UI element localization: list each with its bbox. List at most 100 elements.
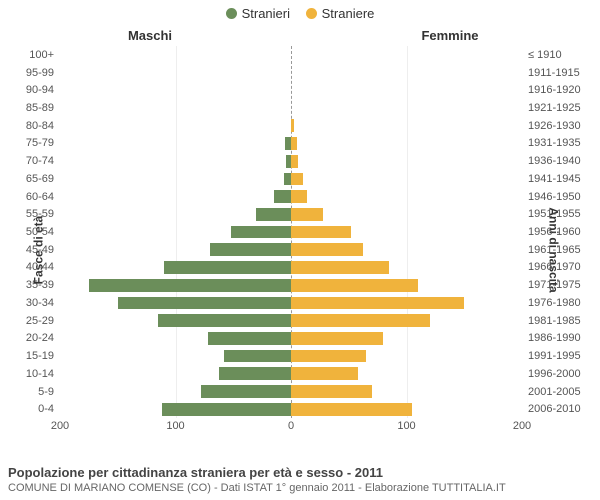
pyramid-row: 30-341976-1980 — [60, 294, 522, 312]
population-pyramid-chart: Stranieri Straniere Maschi Femmine Fasce… — [0, 0, 600, 500]
caption-title: Popolazione per cittadinanza straniera p… — [8, 465, 592, 480]
legend: Stranieri Straniere — [0, 0, 600, 22]
bar-male — [208, 332, 291, 345]
pyramid-row: 40-441966-1970 — [60, 259, 522, 277]
pyramid-row: 10-141996-2000 — [60, 365, 522, 383]
birth-year-label: 1971-1975 — [522, 279, 581, 291]
caption: Popolazione per cittadinanza straniera p… — [8, 465, 592, 494]
birth-year-label: 1911-1915 — [522, 67, 580, 79]
legend-item-male: Stranieri — [226, 6, 290, 21]
age-label: 80-84 — [26, 120, 60, 132]
pyramid-row: 15-191991-1995 — [60, 347, 522, 365]
pyramid-row: 60-641946-1950 — [60, 188, 522, 206]
age-label: 75-79 — [26, 137, 60, 149]
bar-female — [291, 332, 383, 345]
bar-female — [291, 297, 464, 310]
age-label: 60-64 — [26, 191, 60, 203]
pyramid-row: 45-491961-1965 — [60, 241, 522, 259]
pyramid-row: 65-691941-1945 — [60, 170, 522, 188]
bar-male — [164, 261, 291, 274]
age-label: 70-74 — [26, 155, 60, 167]
age-label: 10-14 — [26, 368, 60, 380]
age-label: 100+ — [29, 49, 60, 61]
birth-year-label: 1966-1970 — [522, 261, 581, 273]
pyramid-row: 70-741936-1940 — [60, 152, 522, 170]
pyramid-row: 85-891921-1925 — [60, 99, 522, 117]
pyramid-row: 75-791931-1935 — [60, 135, 522, 153]
birth-year-label: 1981-1985 — [522, 315, 581, 327]
birth-year-label: 1921-1925 — [522, 102, 581, 114]
bar-female — [291, 243, 363, 256]
legend-item-female: Straniere — [306, 6, 375, 21]
pyramid-row: 5-92001-2005 — [60, 383, 522, 401]
birth-year-label: 1991-1995 — [522, 350, 581, 362]
age-label: 85-89 — [26, 102, 60, 114]
birth-year-label: 1926-1930 — [522, 120, 581, 132]
age-label: 0-4 — [38, 403, 60, 415]
bar-male — [158, 314, 291, 327]
pyramid-row: 35-391971-1975 — [60, 276, 522, 294]
bar-male — [224, 350, 291, 363]
age-label: 25-29 — [26, 315, 60, 327]
header-male: Maschi — [0, 28, 300, 43]
birth-year-label: 1946-1950 — [522, 191, 581, 203]
age-label: 5-9 — [38, 386, 60, 398]
age-label: 95-99 — [26, 67, 60, 79]
birth-year-label: 1931-1935 — [522, 137, 581, 149]
x-tick: 100 — [166, 420, 184, 432]
x-axis-ticks: 2001000100200 — [60, 418, 522, 434]
bar-male — [219, 367, 291, 380]
bar-female — [291, 403, 412, 416]
pyramid-row: 50-541956-1960 — [60, 223, 522, 241]
x-tick: 200 — [513, 420, 531, 432]
age-label: 15-19 — [26, 350, 60, 362]
age-label: 45-49 — [26, 244, 60, 256]
bar-female — [291, 367, 358, 380]
bar-male — [201, 385, 291, 398]
age-label: 30-34 — [26, 297, 60, 309]
birth-year-label: 1941-1945 — [522, 173, 581, 185]
pyramid-row: 90-941916-1920 — [60, 81, 522, 99]
bar-male — [231, 226, 291, 239]
pyramid-row: 0-42006-2010 — [60, 400, 522, 418]
bar-female — [291, 261, 389, 274]
caption-subtitle: COMUNE DI MARIANO COMENSE (CO) - Dati IS… — [8, 482, 592, 494]
birth-year-label: 1956-1960 — [522, 226, 581, 238]
bar-female — [291, 350, 366, 363]
pyramid-row: 100+≤ 1910 — [60, 46, 522, 64]
bar-female — [291, 190, 307, 203]
age-label: 20-24 — [26, 332, 60, 344]
bar-female — [291, 155, 298, 168]
bar-male — [89, 279, 291, 292]
age-label: 50-54 — [26, 226, 60, 238]
x-tick: 200 — [51, 420, 69, 432]
x-tick: 100 — [397, 420, 415, 432]
pyramid-row: 20-241986-1990 — [60, 330, 522, 348]
pyramid-row: 95-991911-1915 — [60, 64, 522, 82]
x-tick: 0 — [288, 420, 294, 432]
pyramid-row: 80-841926-1930 — [60, 117, 522, 135]
age-label: 55-59 — [26, 208, 60, 220]
birth-year-label: 1951-1955 — [522, 208, 581, 220]
bar-female — [291, 173, 303, 186]
plot-area: 100+≤ 191095-991911-191590-941916-192085… — [60, 46, 522, 434]
age-label: 90-94 — [26, 84, 60, 96]
bar-rows: 100+≤ 191095-991911-191590-941916-192085… — [60, 46, 522, 418]
birth-year-label: 1976-1980 — [522, 297, 581, 309]
pyramid-row: 55-591951-1955 — [60, 205, 522, 223]
bar-male — [162, 403, 291, 416]
bar-male — [274, 190, 291, 203]
bar-male — [210, 243, 291, 256]
birth-year-label: 2006-2010 — [522, 403, 581, 415]
birth-year-label: 1996-2000 — [522, 368, 581, 380]
legend-swatch-male — [226, 8, 237, 19]
age-label: 35-39 — [26, 279, 60, 291]
bar-female — [291, 137, 297, 150]
legend-label-male: Stranieri — [242, 6, 290, 21]
bar-female — [291, 279, 418, 292]
birth-year-label: ≤ 1910 — [522, 49, 562, 61]
age-label: 65-69 — [26, 173, 60, 185]
legend-swatch-female — [306, 8, 317, 19]
birth-year-label: 1916-1920 — [522, 84, 581, 96]
bar-male — [118, 297, 291, 310]
